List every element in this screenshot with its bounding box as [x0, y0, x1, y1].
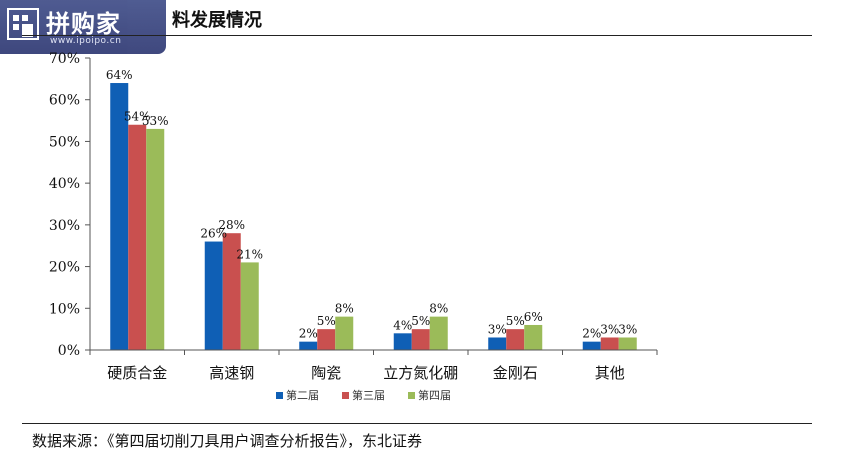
data-label: 5%: [411, 314, 430, 328]
bar: [506, 329, 525, 350]
data-label: 3%: [600, 322, 619, 336]
bar: [600, 337, 619, 350]
y-tick-label: 70%: [49, 51, 80, 67]
data-label: 8%: [429, 302, 448, 316]
y-tick-label: 30%: [49, 218, 80, 234]
logo-text: 拼购家: [46, 10, 121, 38]
y-tick-label: 10%: [49, 301, 80, 317]
bar: [488, 337, 507, 350]
data-label: 2%: [582, 327, 601, 341]
data-labels: 64%54%53%26%28%21%2%5%8%4%5%8%3%5%6%2%3%…: [106, 68, 637, 341]
data-label: 26%: [200, 227, 227, 241]
category-label: 高速钢: [209, 364, 254, 382]
legend-label: 第四届: [418, 388, 451, 402]
y-tick-label: 60%: [49, 93, 80, 109]
bar: [110, 83, 129, 351]
y-tick-label: 20%: [49, 260, 80, 276]
legend-label: 第三届: [352, 388, 385, 402]
legend-label: 第二届: [286, 388, 319, 402]
legend-swatch: [342, 392, 349, 399]
y-tick-label: 40%: [49, 176, 80, 192]
bar: [411, 329, 430, 350]
y-tick-label: 0%: [58, 343, 80, 359]
bar: [299, 341, 318, 350]
bar-chart: 0% 10% 20% 30% 40% 50% 60% 70% 64% 54%53% 26%28% 2…: [49, 51, 658, 402]
category-label: 金刚石: [493, 364, 538, 382]
source-note: 数据来源：《第四届切削刀具用户调查分析报告》，东北证券: [32, 432, 423, 450]
bar: [618, 337, 637, 350]
category-label: 其他: [595, 364, 625, 382]
logo-url: www.ipoipo.cn: [50, 36, 122, 46]
category-label: 立方氮化硼: [383, 364, 458, 382]
watermark-logo: 拼购家 www.ipoipo.cn: [0, 0, 166, 54]
bar: [429, 316, 448, 350]
page-title: 料发展情况: [172, 10, 262, 31]
bars: [110, 83, 637, 351]
data-label: 6%: [524, 310, 543, 324]
bar: [335, 316, 354, 350]
data-label: 64%: [106, 68, 133, 82]
bar: [222, 233, 241, 350]
y-tick-label: 50%: [49, 134, 80, 150]
data-label: 3%: [618, 322, 637, 336]
bar: [204, 241, 223, 350]
bar: [240, 262, 259, 350]
data-label: 53%: [142, 114, 169, 128]
data-label: 4%: [393, 318, 412, 332]
building-icon: [7, 8, 39, 40]
category-label: 硬质合金: [107, 364, 167, 382]
bar: [524, 324, 543, 350]
data-label: 5%: [506, 314, 525, 328]
footer-divider: [22, 423, 812, 424]
category-label: 陶瓷: [311, 364, 341, 382]
data-label: 2%: [299, 327, 318, 341]
bar: [317, 329, 336, 350]
data-label: 21%: [236, 247, 263, 261]
data-label: 3%: [488, 322, 507, 336]
data-label: 54%: [124, 110, 151, 124]
data-label: 8%: [335, 302, 354, 316]
x-axis: 硬质合金 高速钢 陶瓷 立方氮化硼 金刚石 其他: [89, 349, 658, 382]
data-label: 28%: [218, 218, 245, 232]
y-axis: 0% 10% 20% 30% 40% 50% 60% 70%: [49, 51, 91, 359]
bar: [582, 341, 601, 350]
legend-swatch: [276, 392, 283, 399]
legend-swatch: [408, 392, 415, 399]
data-label: 5%: [317, 314, 336, 328]
bar: [146, 128, 165, 350]
bar: [393, 333, 412, 350]
legend: 第二届 第三届 第四届: [276, 388, 451, 402]
bar: [128, 124, 147, 350]
header-divider: [22, 35, 812, 36]
